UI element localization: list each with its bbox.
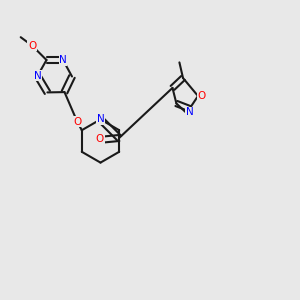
Text: N: N <box>186 107 194 117</box>
Text: O: O <box>28 40 36 51</box>
Text: N: N <box>97 114 104 124</box>
Text: O: O <box>197 91 206 101</box>
Text: N: N <box>34 71 41 81</box>
Text: O: O <box>73 117 81 127</box>
Text: N: N <box>59 55 67 65</box>
Text: O: O <box>96 134 104 145</box>
